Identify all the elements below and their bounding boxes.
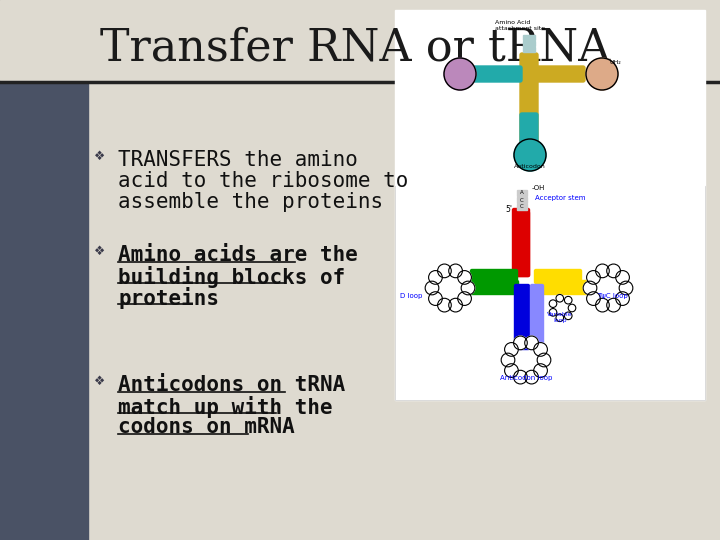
Bar bbox=[0, 0, 88, 540]
Text: match up with the: match up with the bbox=[118, 396, 333, 418]
Bar bbox=[517, 190, 527, 196]
Circle shape bbox=[438, 298, 451, 312]
Circle shape bbox=[525, 336, 539, 350]
Bar bbox=[523, 47, 535, 52]
Circle shape bbox=[616, 292, 629, 306]
Text: ❖: ❖ bbox=[94, 245, 106, 258]
Text: acid to the ribosome to: acid to the ribosome to bbox=[118, 171, 408, 191]
FancyBboxPatch shape bbox=[520, 53, 538, 147]
Text: Amino acids are the: Amino acids are the bbox=[118, 245, 358, 265]
Circle shape bbox=[438, 264, 451, 278]
Text: TRANSFERS the amino: TRANSFERS the amino bbox=[118, 150, 358, 170]
Text: -OH: -OH bbox=[532, 185, 545, 191]
Bar bbox=[517, 204, 527, 210]
Circle shape bbox=[556, 314, 564, 321]
Text: Anticodons on tRNA: Anticodons on tRNA bbox=[118, 375, 346, 395]
Circle shape bbox=[586, 58, 618, 90]
Bar bbox=[523, 41, 535, 46]
Circle shape bbox=[462, 281, 475, 295]
Circle shape bbox=[425, 281, 439, 295]
Circle shape bbox=[458, 292, 472, 306]
Bar bbox=[395, 185, 705, 400]
FancyBboxPatch shape bbox=[515, 285, 529, 349]
Circle shape bbox=[564, 296, 572, 304]
Text: building blocks of: building blocks of bbox=[118, 266, 346, 288]
Text: proteins: proteins bbox=[118, 287, 219, 309]
FancyBboxPatch shape bbox=[542, 280, 592, 294]
Text: D loop: D loop bbox=[400, 293, 423, 299]
Text: Acceptor stem: Acceptor stem bbox=[535, 195, 585, 201]
Circle shape bbox=[537, 353, 551, 367]
Circle shape bbox=[549, 308, 557, 316]
Circle shape bbox=[505, 342, 518, 356]
Circle shape bbox=[534, 342, 547, 356]
Text: Amino Acid
attachment site: Amino Acid attachment site bbox=[495, 20, 545, 31]
FancyBboxPatch shape bbox=[473, 66, 522, 82]
Circle shape bbox=[458, 271, 472, 284]
Text: codons on mRNA: codons on mRNA bbox=[118, 417, 294, 437]
Circle shape bbox=[428, 271, 442, 284]
FancyBboxPatch shape bbox=[515, 212, 529, 276]
Text: assemble the proteins: assemble the proteins bbox=[118, 192, 383, 212]
Circle shape bbox=[549, 300, 557, 307]
FancyBboxPatch shape bbox=[464, 280, 518, 294]
Bar bbox=[523, 35, 535, 40]
Circle shape bbox=[607, 298, 621, 312]
Circle shape bbox=[619, 281, 633, 295]
Circle shape bbox=[525, 370, 539, 384]
Text: ❖: ❖ bbox=[94, 150, 106, 163]
Bar bbox=[395, 10, 705, 185]
Circle shape bbox=[564, 312, 572, 320]
Text: 5': 5' bbox=[505, 205, 512, 214]
Text: Variable
loop: Variable loop bbox=[547, 312, 572, 323]
FancyBboxPatch shape bbox=[534, 269, 582, 284]
Circle shape bbox=[449, 298, 462, 312]
Circle shape bbox=[444, 58, 476, 90]
Circle shape bbox=[568, 304, 576, 312]
Text: ❖: ❖ bbox=[94, 375, 106, 388]
Text: A: A bbox=[520, 191, 524, 195]
Circle shape bbox=[587, 292, 600, 306]
Bar bbox=[517, 197, 527, 203]
Text: C: C bbox=[520, 205, 524, 210]
Circle shape bbox=[534, 364, 547, 377]
Circle shape bbox=[607, 264, 621, 278]
Circle shape bbox=[449, 264, 462, 278]
Circle shape bbox=[595, 264, 609, 278]
Text: Transfer RNA or tRNA: Transfer RNA or tRNA bbox=[100, 26, 611, 70]
Circle shape bbox=[587, 271, 600, 284]
FancyBboxPatch shape bbox=[531, 285, 544, 349]
Bar bbox=[0, 0, 720, 80]
FancyBboxPatch shape bbox=[470, 269, 518, 284]
Circle shape bbox=[583, 281, 597, 295]
Circle shape bbox=[505, 364, 518, 377]
Circle shape bbox=[501, 353, 515, 367]
FancyBboxPatch shape bbox=[513, 208, 529, 276]
Text: Anticodon loop: Anticodon loop bbox=[500, 375, 552, 381]
Text: C: C bbox=[520, 198, 524, 202]
Text: UH₂: UH₂ bbox=[610, 60, 622, 65]
FancyBboxPatch shape bbox=[536, 66, 585, 82]
Circle shape bbox=[616, 271, 629, 284]
Circle shape bbox=[514, 139, 546, 171]
Circle shape bbox=[556, 294, 564, 302]
Circle shape bbox=[595, 298, 609, 312]
Text: Anticodon: Anticodon bbox=[514, 164, 546, 169]
Circle shape bbox=[513, 336, 527, 350]
Text: TψC loop: TψC loop bbox=[597, 293, 627, 299]
FancyBboxPatch shape bbox=[520, 113, 538, 147]
Circle shape bbox=[428, 292, 442, 306]
Circle shape bbox=[513, 370, 527, 384]
Bar bbox=[395, 185, 705, 400]
